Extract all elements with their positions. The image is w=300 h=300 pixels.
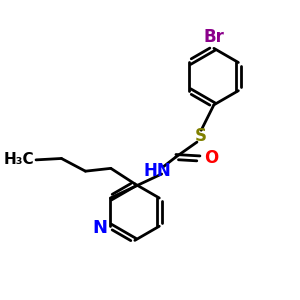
Text: O: O <box>204 149 218 167</box>
Text: N: N <box>93 219 108 237</box>
Text: H₃C: H₃C <box>4 152 34 167</box>
Text: HN: HN <box>144 162 171 180</box>
Text: Br: Br <box>203 28 224 46</box>
Text: S: S <box>195 127 207 145</box>
